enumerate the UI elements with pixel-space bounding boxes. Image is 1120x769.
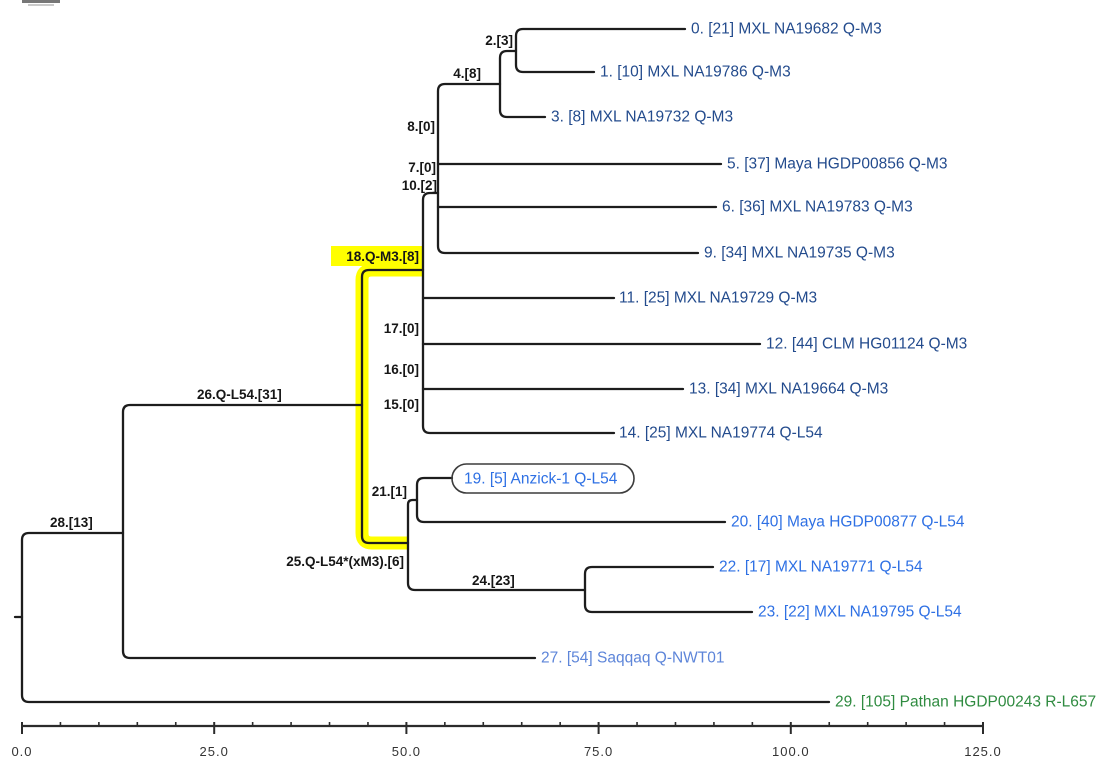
leaf-label: 20. [40] Maya HGDP00877 Q-L54 — [731, 514, 965, 531]
tree-edge-node24-bracket — [583, 565, 754, 614]
internal-node-label: 7.[0] — [408, 160, 436, 175]
leaf-label: 29. [105] Pathan HGDP00243 R-L657 — [835, 694, 1096, 711]
leaf-label: 5. [37] Maya HGDP00856 Q-M3 — [727, 156, 948, 173]
leaf-label: 11. [25] MXL NA19729 Q-M3 — [619, 290, 817, 307]
tree-edge-node2-bracket — [514, 27, 687, 74]
internal-node-label: 10.[2] — [402, 178, 437, 193]
cropped-corner-artifact — [28, 4, 54, 6]
internal-node-label: 25.Q-L54*(xM3).[6] — [286, 554, 404, 569]
tree-edge-node28-bracket — [121, 403, 537, 660]
scale-tick-label: 125.0 — [964, 744, 1002, 759]
internal-node-label: 28.[13] — [50, 515, 93, 530]
scale-tick-label: 0.0 — [11, 744, 32, 759]
internal-node-label: 15.[0] — [384, 397, 419, 412]
leaf-label: 12. [44] CLM HG01124 Q-M3 — [766, 336, 967, 353]
leaf-label: 3. [8] MXL NA19732 Q-M3 — [551, 109, 733, 126]
internal-node-label: 4.[8] — [453, 66, 481, 81]
tree-edge-node10-bracket — [436, 82, 700, 255]
internal-node-label: 17.[0] — [384, 321, 419, 336]
internal-node-label: 16.[0] — [384, 362, 419, 377]
leaf-label: 22. [17] MXL NA19771 Q-L54 — [719, 559, 923, 576]
leaf-label: 1. [10] MXL NA19786 Q-M3 — [600, 64, 791, 81]
internal-node-label: 24.[23] — [472, 573, 515, 588]
tree-edge-node25-bracket — [406, 498, 587, 592]
scale-tick-label: 50.0 — [392, 744, 421, 759]
scale-tick-label: 25.0 — [200, 744, 229, 759]
leaf-label: 9. [34] MXL NA19735 Q-M3 — [704, 245, 895, 262]
highlight-label-background — [331, 246, 422, 266]
leaf-label: 13. [34] MXL NA19664 Q-M3 — [689, 381, 888, 398]
scale-tick-label: 100.0 — [772, 744, 810, 759]
internal-node-label: 21.[1] — [372, 484, 407, 499]
leaf-label: 14. [25] MXL NA19774 Q-L54 — [619, 425, 823, 442]
leaf-label: 19. [5] Anzick-1 Q-L54 — [464, 471, 618, 488]
tree-edge-node26-bracket — [360, 268, 425, 545]
leaf-label: 23. [22] MXL NA19795 Q-L54 — [758, 604, 962, 621]
leaf-label: 0. [21] MXL NA19682 Q-M3 — [691, 21, 882, 38]
tree-edge-root-bracket — [20, 531, 831, 704]
leaf-label: 6. [36] MXL NA19783 Q-M3 — [722, 199, 913, 216]
scale-tick-label: 75.0 — [584, 744, 613, 759]
internal-node-label: 26.Q-L54.[31] — [197, 387, 282, 402]
anzick-oval-outline — [451, 463, 635, 494]
internal-node-label: 8.[0] — [407, 119, 435, 134]
internal-node-label: 18.Q-M3.[8] — [346, 249, 419, 264]
internal-node-label: 2.[3] — [485, 33, 513, 48]
cropped-corner-artifact — [22, 0, 60, 3]
tree-edge-node18-bracket — [421, 191, 616, 435]
tree-edge-node4-bracket — [498, 49, 547, 119]
tree-edge-node21-bracket — [415, 476, 727, 524]
leaf-label: 27. [54] Saqqaq Q-NWT01 — [541, 650, 725, 667]
